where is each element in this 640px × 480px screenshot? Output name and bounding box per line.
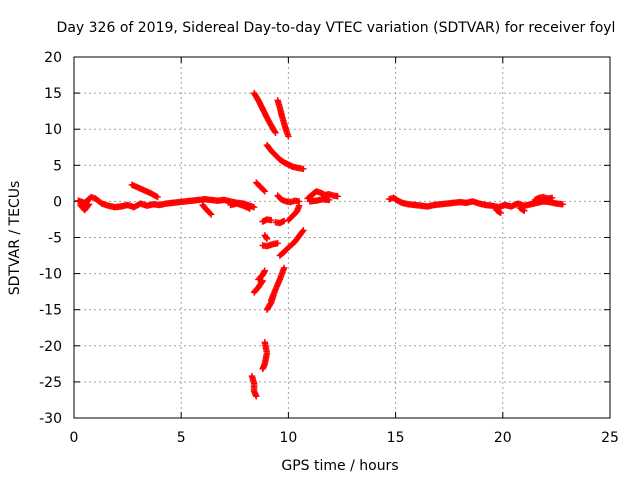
data-point	[521, 207, 528, 214]
chart-title: Day 326 of 2019, Sidereal Day-to-day VTE…	[57, 20, 616, 36]
grid-lines	[74, 57, 610, 418]
data-point	[299, 228, 306, 235]
data-point	[519, 206, 527, 214]
y-axis-label: SDTVAR / TECUs	[7, 181, 23, 296]
y-tick-labels: -30 -25 -20 -15 -10 -5 0 5 10 15 20	[39, 50, 62, 427]
data-point	[263, 235, 271, 243]
data-point	[263, 234, 270, 241]
data-point	[300, 227, 307, 234]
x-tick-label: 25	[601, 430, 619, 446]
x-tick-label: 0	[70, 430, 79, 446]
data-point	[548, 194, 556, 201]
y-tick-label: 20	[44, 50, 62, 66]
x-tick-label: 15	[387, 430, 405, 446]
y-tick-label: -10	[39, 267, 62, 283]
data-point	[271, 128, 279, 135]
y-tick-label: 10	[44, 122, 62, 138]
y-tick-label: -25	[39, 375, 62, 391]
data-point	[280, 264, 288, 272]
x-tick-labels: 0 5 10 15 20 25	[70, 430, 619, 446]
data-point	[85, 201, 93, 208]
x-tick-label: 10	[279, 430, 297, 446]
data-point	[246, 205, 254, 212]
data-point	[84, 202, 92, 209]
data-point	[206, 210, 214, 217]
data-point	[259, 365, 266, 373]
y-tick-label: 0	[53, 194, 62, 210]
data-points	[75, 89, 567, 400]
data-point	[208, 211, 215, 218]
data-point	[286, 215, 293, 223]
data-point	[496, 209, 503, 216]
data-point	[497, 209, 504, 217]
data-point	[270, 292, 277, 299]
data-point	[325, 196, 333, 204]
data-point	[260, 187, 267, 194]
data-point	[285, 216, 292, 224]
data-point	[154, 193, 161, 201]
data-point	[253, 393, 260, 400]
data-point	[285, 133, 292, 140]
y-tick-label: 15	[44, 86, 62, 102]
data-point	[280, 217, 288, 225]
data-point	[559, 201, 567, 208]
data-point	[268, 216, 275, 224]
data-point	[300, 165, 307, 173]
data-point	[274, 240, 281, 247]
data-point	[261, 188, 269, 195]
data-point	[334, 193, 341, 200]
data-point	[272, 129, 279, 137]
x-axis-label: GPS time / hours	[281, 458, 398, 474]
y-tick-label: -5	[48, 231, 62, 247]
data-point	[259, 277, 266, 285]
data-point	[250, 203, 258, 211]
y-tick-label: -30	[39, 411, 62, 427]
data-point	[153, 193, 160, 200]
plot-frame	[73, 56, 611, 419]
y-tick-label: -20	[39, 339, 62, 355]
data-point	[261, 267, 269, 274]
y-tick-label: -15	[39, 303, 62, 319]
x-tick-label: 20	[494, 430, 512, 446]
data-point	[258, 278, 266, 286]
x-tick-label: 5	[177, 430, 186, 446]
y-tick-label: 5	[53, 158, 62, 174]
